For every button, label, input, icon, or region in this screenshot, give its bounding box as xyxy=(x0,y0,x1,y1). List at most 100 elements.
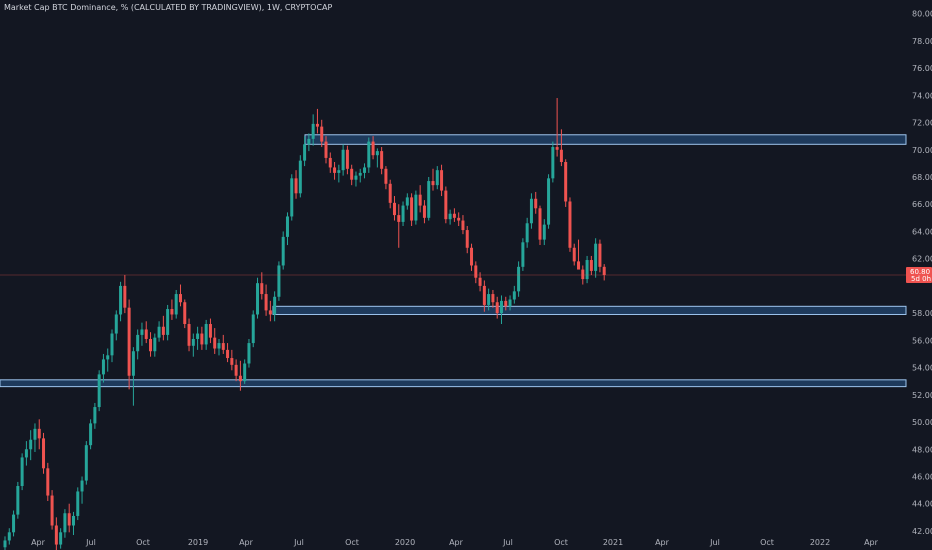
candle[interactable] xyxy=(123,275,127,314)
candle[interactable] xyxy=(20,453,24,491)
candle[interactable] xyxy=(166,304,170,341)
candle[interactable] xyxy=(243,359,247,384)
candle[interactable] xyxy=(89,419,93,450)
candle[interactable] xyxy=(589,255,593,275)
candle[interactable] xyxy=(328,152,332,173)
candle[interactable] xyxy=(119,281,123,322)
candle[interactable] xyxy=(555,98,559,157)
candle[interactable] xyxy=(97,370,101,412)
candle[interactable] xyxy=(264,284,268,316)
candle[interactable] xyxy=(303,136,307,167)
candle[interactable] xyxy=(153,333,157,357)
candle[interactable] xyxy=(277,261,281,301)
candle[interactable] xyxy=(551,141,555,183)
candle[interactable] xyxy=(572,243,576,266)
candle[interactable] xyxy=(140,322,144,346)
candle[interactable] xyxy=(260,272,264,300)
support-zone-1[interactable] xyxy=(304,134,907,145)
candle[interactable] xyxy=(478,272,482,292)
candle[interactable] xyxy=(482,280,486,312)
candle[interactable] xyxy=(380,147,384,175)
candle[interactable] xyxy=(457,212,461,226)
candle[interactable] xyxy=(517,261,521,297)
candle[interactable] xyxy=(226,343,230,363)
candle[interactable] xyxy=(542,219,546,246)
candle[interactable] xyxy=(371,136,375,160)
candle[interactable] xyxy=(354,171,358,187)
candle[interactable] xyxy=(521,238,525,271)
candle[interactable] xyxy=(504,296,508,311)
candle[interactable] xyxy=(196,326,200,350)
candle[interactable] xyxy=(294,170,298,199)
candle[interactable] xyxy=(29,430,33,461)
support-zone-3[interactable] xyxy=(0,379,907,388)
candle[interactable] xyxy=(431,168,435,191)
candle[interactable] xyxy=(3,536,7,550)
candle[interactable] xyxy=(63,509,67,538)
candle[interactable] xyxy=(401,201,405,226)
candle[interactable] xyxy=(444,186,448,224)
candle[interactable] xyxy=(7,528,11,545)
candle[interactable] xyxy=(418,185,422,213)
candle[interactable] xyxy=(410,193,414,226)
candle[interactable] xyxy=(256,277,260,319)
candle[interactable] xyxy=(131,347,135,406)
candle[interactable] xyxy=(598,239,602,273)
candle[interactable] xyxy=(106,348,110,372)
candle[interactable] xyxy=(59,528,63,549)
candle[interactable] xyxy=(290,174,294,221)
candle[interactable] xyxy=(508,295,512,311)
candle[interactable] xyxy=(345,145,349,175)
candle[interactable] xyxy=(187,318,191,352)
candle[interactable] xyxy=(273,291,277,322)
candle[interactable] xyxy=(50,490,54,530)
support-zone-2[interactable] xyxy=(272,305,907,315)
time-axis[interactable]: Apr Jul Oct 2019 Apr Jul Oct 2020 Apr Jul Oct 2021 A… xyxy=(31,538,879,547)
candle[interactable] xyxy=(392,196,396,221)
candle[interactable] xyxy=(350,164,354,186)
candle[interactable] xyxy=(285,212,289,246)
candle[interactable] xyxy=(470,243,474,271)
candle[interactable] xyxy=(16,481,20,519)
candle[interactable] xyxy=(333,162,337,180)
candle[interactable] xyxy=(281,231,285,270)
candle[interactable] xyxy=(529,193,533,229)
candle[interactable] xyxy=(440,164,444,197)
candle[interactable] xyxy=(84,441,88,485)
candle[interactable] xyxy=(358,168,362,183)
candle[interactable] xyxy=(191,333,195,357)
candle[interactable] xyxy=(568,197,572,252)
candle[interactable] xyxy=(136,329,140,360)
candle[interactable] xyxy=(247,338,251,368)
candle[interactable] xyxy=(230,349,234,371)
candle[interactable] xyxy=(602,264,606,281)
candle[interactable] xyxy=(538,205,542,246)
candle[interactable] xyxy=(495,296,499,319)
candle[interactable] xyxy=(234,359,238,382)
candle[interactable] xyxy=(268,300,272,322)
candle[interactable] xyxy=(71,511,75,536)
candle[interactable] xyxy=(213,328,217,354)
candle[interactable] xyxy=(93,402,97,429)
candle[interactable] xyxy=(363,163,367,179)
candle[interactable] xyxy=(367,137,371,173)
candle[interactable] xyxy=(221,334,225,354)
candle[interactable] xyxy=(375,148,379,168)
candle[interactable] xyxy=(461,215,465,235)
candle[interactable] xyxy=(37,419,41,450)
candle[interactable] xyxy=(414,190,418,225)
candle[interactable] xyxy=(499,295,503,325)
candle[interactable] xyxy=(341,144,345,176)
candle[interactable] xyxy=(174,289,178,319)
candle[interactable] xyxy=(427,176,431,221)
candle[interactable] xyxy=(54,517,58,550)
candle[interactable] xyxy=(577,239,581,270)
candle[interactable] xyxy=(311,114,315,146)
candle[interactable] xyxy=(487,288,491,311)
candle[interactable] xyxy=(251,310,255,348)
candle[interactable] xyxy=(208,318,212,344)
candle[interactable] xyxy=(337,164,341,183)
candle[interactable] xyxy=(67,503,71,533)
candle[interactable] xyxy=(448,209,452,225)
